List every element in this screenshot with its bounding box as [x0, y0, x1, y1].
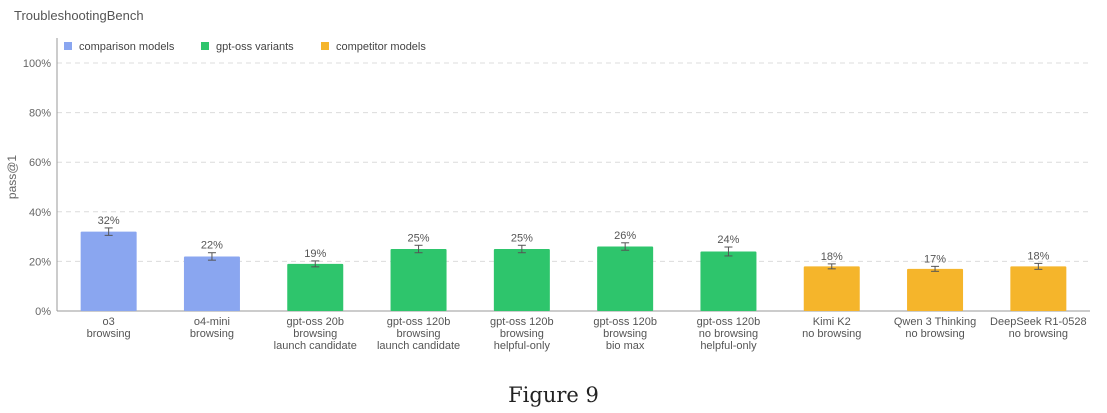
bar [183, 256, 240, 311]
legend-label: competitor models [336, 41, 426, 53]
data-label: 17% [924, 253, 946, 265]
x-tick-label: no browsing [802, 328, 861, 340]
x-tick-label: gpt-oss 20b [287, 316, 344, 328]
chart-title: TroubleshootingBench [14, 8, 144, 23]
data-label: 32% [98, 215, 120, 227]
x-tick-label: gpt-oss 120b [593, 316, 657, 328]
x-tick-label: gpt-oss 120b [387, 316, 451, 328]
legend-label: comparison models [79, 41, 175, 53]
y-tick-label: 0% [35, 306, 51, 318]
x-tick-label: Kimi K2 [813, 316, 851, 328]
bar [907, 268, 964, 311]
y-axis-title: pass@1 [5, 155, 19, 200]
legend-label: gpt-oss variants [216, 41, 294, 53]
bar [700, 251, 757, 311]
x-tick-label: bio max [606, 340, 645, 352]
x-tick-label: browsing [293, 328, 337, 340]
x-tick-label: DeepSeek R1-0528 [990, 316, 1087, 328]
legend-swatch [64, 42, 72, 50]
bar [1010, 266, 1067, 311]
bar [803, 266, 860, 311]
y-tick-label: 100% [23, 58, 51, 70]
y-tick-label: 60% [29, 157, 51, 169]
x-tick-label: Qwen 3 Thinking [894, 316, 976, 328]
x-tick-label: no browsing [1009, 328, 1068, 340]
x-tick-label: gpt-oss 120b [697, 316, 761, 328]
x-tick-label: browsing [397, 328, 441, 340]
x-tick-label: browsing [603, 328, 647, 340]
data-label: 18% [821, 251, 843, 263]
data-label: 25% [511, 232, 533, 244]
legend-swatch [321, 42, 329, 50]
x-tick-label: gpt-oss 120b [490, 316, 554, 328]
bar [287, 263, 344, 311]
x-tick-label: browsing [190, 328, 234, 340]
bar [80, 231, 137, 311]
bar [493, 249, 550, 311]
data-label: 18% [1027, 250, 1049, 262]
y-tick-label: 40% [29, 207, 51, 219]
y-tick-label: 20% [29, 256, 51, 268]
bar-chart: 0% 20% 40% 60% 80% 100% pass@1 comparison model… [5, 38, 1090, 352]
data-label: 25% [408, 232, 430, 244]
legend-swatch [201, 42, 209, 50]
data-label: 19% [304, 248, 326, 260]
x-tick-label: launch candidate [377, 340, 460, 352]
y-tick-label: 80% [29, 108, 51, 120]
x-tick-label: browsing [87, 328, 131, 340]
bar [390, 249, 447, 311]
data-label: 24% [717, 234, 739, 246]
x-tick-label: helpful-only [700, 340, 757, 352]
figure-caption: Figure 9 [508, 383, 599, 407]
x-tick-label: o3 [103, 316, 115, 328]
x-tick-label: o4-mini [194, 316, 230, 328]
x-tick-label: no browsing [905, 328, 964, 340]
bar [597, 246, 654, 311]
data-label: 26% [614, 230, 636, 242]
x-tick-label: helpful-only [494, 340, 551, 352]
x-tick-label: browsing [500, 328, 544, 340]
x-tick-label: launch candidate [274, 340, 357, 352]
x-tick-label: no browsing [699, 328, 758, 340]
data-label: 22% [201, 240, 223, 252]
